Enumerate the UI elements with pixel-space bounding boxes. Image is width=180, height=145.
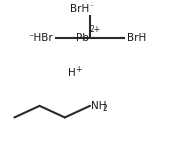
Text: BrH: BrH: [70, 4, 89, 14]
Text: NH: NH: [91, 101, 106, 111]
Text: BrH: BrH: [127, 33, 146, 43]
Text: +: +: [76, 65, 82, 74]
Text: H: H: [68, 68, 76, 77]
Text: ⁻: ⁻: [89, 2, 93, 11]
Text: ⁻HBr: ⁻HBr: [29, 33, 53, 43]
Text: 2+: 2+: [89, 25, 100, 34]
Text: 2: 2: [102, 104, 107, 113]
Text: ⁻: ⁻: [140, 31, 144, 40]
Text: Pb: Pb: [76, 33, 89, 43]
